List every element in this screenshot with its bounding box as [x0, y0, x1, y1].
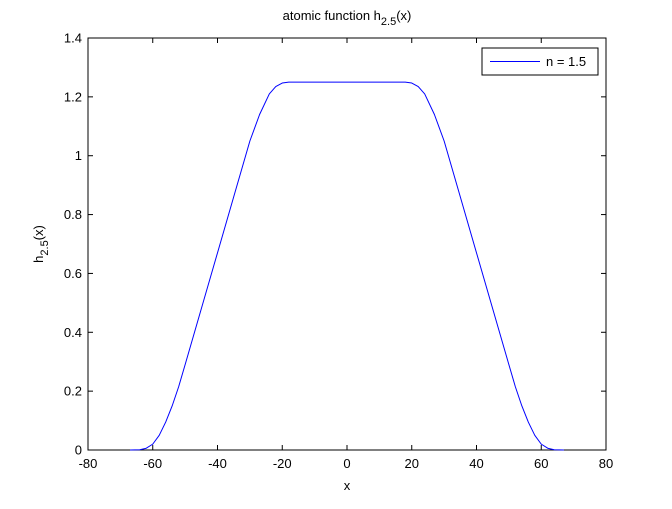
- legend: n = 1.5: [481, 47, 599, 76]
- y-axis-label-main: h: [31, 256, 46, 263]
- x-tick-label: 0: [343, 456, 350, 471]
- y-tick-label: 1: [75, 148, 82, 163]
- x-tick-label: -40: [208, 456, 227, 471]
- y-axis-label-tail: (x): [31, 225, 46, 240]
- y-axis-label-subscript: 2.5: [39, 240, 51, 255]
- x-axis: -80 -60 -40 -20 0 20 40 60 80: [79, 38, 613, 471]
- chart-title-tail: (x): [396, 8, 411, 23]
- legend-entry-label: n = 1.5: [546, 54, 586, 69]
- y-tick-label: 1.2: [64, 89, 82, 104]
- y-axis: 0 0.2 0.4 0.6 0.8 1 1.2 1.4: [64, 31, 606, 458]
- x-tick-label: 60: [534, 456, 548, 471]
- chart-title-subscript: 2.5: [381, 16, 396, 28]
- y-tick-label: 0: [75, 443, 82, 458]
- x-tick-label: 40: [469, 456, 483, 471]
- x-tick-label: 80: [599, 456, 613, 471]
- y-tick-label: 0.8: [64, 207, 82, 222]
- y-axis-label: h2.5(x): [31, 225, 51, 263]
- y-tick-label: 0.2: [64, 384, 82, 399]
- y-tick-label: 1.4: [64, 31, 82, 46]
- y-tick-label: 0.4: [64, 325, 82, 340]
- series-line: [130, 81, 564, 451]
- x-tick-label: -20: [273, 456, 292, 471]
- x-tick-label: -60: [143, 456, 162, 471]
- y-tick-label: 0.6: [64, 266, 82, 281]
- x-axis-label: x: [344, 478, 351, 493]
- series-layer: [130, 81, 564, 451]
- x-tick-label: 20: [405, 456, 419, 471]
- x-tick-label: -80: [79, 456, 98, 471]
- plot-area: [87, 37, 607, 451]
- chart-title: atomic function h2.5(x): [283, 8, 412, 28]
- chart-title-main: atomic function h: [283, 8, 381, 23]
